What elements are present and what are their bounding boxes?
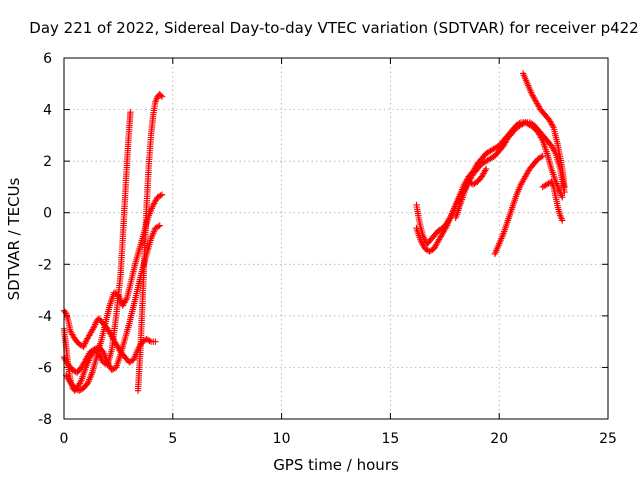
data-layer — [60, 70, 568, 394]
series-sdtvar — [60, 70, 568, 394]
x-tick-label: 25 — [599, 431, 617, 447]
data-point — [539, 152, 546, 160]
data-point — [155, 223, 162, 230]
x-axis-label: GPS time / hours — [273, 456, 399, 474]
data-point — [538, 153, 545, 161]
data-point — [152, 338, 159, 345]
series-track — [62, 191, 166, 394]
plot-frame — [63, 57, 609, 420]
x-tick-label: 10 — [273, 431, 291, 447]
data-point — [157, 92, 165, 99]
series-track — [60, 108, 134, 376]
y-tick-label: 0 — [43, 206, 52, 222]
x-tick-label: 20 — [490, 431, 508, 447]
data-point — [158, 191, 166, 198]
x-tick-label: 15 — [381, 431, 399, 447]
data-point — [157, 192, 164, 199]
y-tick-label: -2 — [38, 257, 52, 273]
y-tick-label: 2 — [43, 154, 52, 170]
tick-labels: 0 5 10 15 20 25 -8 -6 -4 -2 0 2 4 6 — [38, 51, 617, 447]
data-point — [90, 324, 97, 331]
series-track — [134, 90, 166, 394]
x-tick-label: 0 — [60, 431, 69, 447]
data-point — [77, 378, 84, 386]
x-tick-label: 5 — [168, 431, 177, 447]
y-tick-label: -4 — [38, 309, 52, 325]
y-tick-label: 6 — [43, 51, 52, 67]
data-point — [559, 194, 566, 201]
data-point — [61, 308, 69, 316]
y-tick-label: -8 — [38, 412, 52, 428]
data-point — [127, 108, 134, 116]
data-point — [123, 296, 130, 303]
data-point — [561, 183, 568, 191]
chart-title: Day 221 of 2022, Sidereal Day-to-day VTE… — [29, 19, 638, 37]
data-point — [549, 122, 556, 130]
series-track — [539, 178, 566, 224]
data-point — [442, 223, 450, 231]
y-axis-label: SDTVAR / TECUs — [5, 177, 23, 300]
series-track — [519, 70, 568, 191]
data-point — [482, 167, 489, 174]
series-track — [452, 165, 490, 222]
y-tick-label: 4 — [43, 103, 52, 119]
data-point — [482, 165, 490, 173]
data-point — [158, 93, 166, 100]
y-tick-label: -6 — [38, 360, 52, 376]
data-point — [156, 222, 163, 229]
data-point — [146, 337, 153, 344]
series-track — [491, 152, 546, 258]
data-point — [520, 120, 528, 127]
data-point — [559, 217, 566, 224]
